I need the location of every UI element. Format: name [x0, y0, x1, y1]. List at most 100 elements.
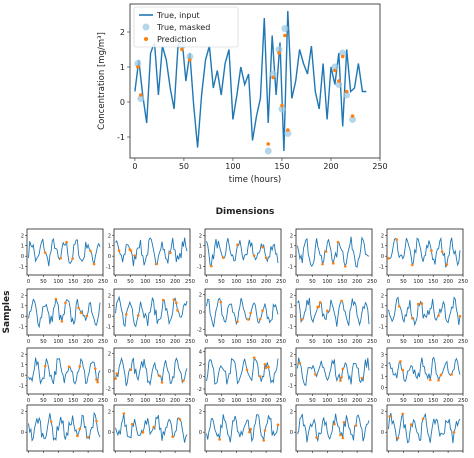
panel-x-tick-label: 200	[261, 398, 271, 404]
panel-y-tick-label: 0	[381, 314, 384, 320]
legend-label: True, masked	[156, 23, 210, 32]
y-tick-label: 0	[120, 98, 125, 107]
panel-prediction-point	[76, 434, 79, 438]
panel-x-tick-label: 200	[443, 398, 453, 404]
panel-prediction-point	[49, 420, 53, 423]
panel-x-tick-label: 150	[155, 279, 165, 285]
panel-y-tick-label: 1	[21, 304, 24, 310]
panel-x-tick-label: 100	[413, 279, 423, 285]
panel-prediction-point	[95, 419, 98, 423]
panel-prediction-point	[92, 262, 96, 266]
sample-panel: 0 50 100 150 200 250 2 1 0 -1	[106, 228, 195, 285]
panel-frame	[386, 288, 464, 336]
panel-prediction-point	[65, 240, 68, 244]
panel-prediction-point	[78, 427, 82, 431]
panel-x-tick-label: 50	[309, 279, 316, 285]
panel-prediction-point	[249, 311, 252, 315]
panel-prediction-point	[117, 249, 121, 252]
panel-y-tick-label: -1	[106, 265, 111, 271]
panel-prediction-point	[452, 430, 456, 434]
x-tick-label: 50	[179, 162, 189, 171]
panel-y-tick-label: 2	[21, 352, 24, 358]
panel-x-tick-label: 0	[387, 398, 390, 404]
masked-point	[349, 116, 357, 123]
masked-point	[343, 91, 351, 99]
x-tick-label: 100	[225, 162, 240, 171]
panel-x-tick-label: 150	[155, 339, 165, 345]
panel-prediction-point	[133, 254, 136, 257]
panel-x-tick-label: 200	[261, 339, 271, 345]
panel-prediction-point	[411, 263, 414, 267]
panel-x-tick-label: 50	[127, 279, 134, 285]
panel-x-tick-label: 200	[352, 339, 362, 345]
panel-y-tick-label: -1	[379, 265, 384, 271]
panel-y-tick-label: 1	[21, 363, 24, 369]
panel-x-tick-label: 0	[205, 279, 208, 285]
panel-prediction-point	[341, 436, 345, 440]
y-tick-label: -1	[117, 133, 125, 142]
x-tick-label: 250	[372, 162, 387, 171]
panel-x-tick-label: 200	[443, 279, 453, 285]
panel-prediction-point	[96, 380, 99, 384]
x-tick-label: 150	[274, 162, 289, 171]
panel-series-line	[388, 236, 461, 268]
panel-y-tick-label: 2	[199, 362, 202, 368]
panel-prediction-point	[331, 261, 335, 265]
panel-prediction-point	[397, 305, 401, 308]
panel-x-tick-label: 250	[367, 339, 377, 345]
panel-prediction-point	[218, 438, 221, 441]
panel-prediction-point	[325, 309, 329, 313]
panel-prediction-point	[245, 368, 249, 372]
panel-prediction-point	[445, 263, 449, 266]
panel-y-tick-label: 2	[290, 293, 293, 299]
panel-y-tick-label: -1	[197, 265, 202, 271]
panel-x-tick-label: 150	[337, 398, 347, 404]
panel-prediction-point	[388, 415, 391, 418]
panel-prediction-point	[71, 257, 74, 260]
panel-prediction-point	[258, 317, 262, 321]
panel-prediction-point	[437, 314, 440, 317]
prediction-point	[280, 103, 284, 108]
panel-series-line	[206, 414, 279, 443]
main-axes-frame	[129, 3, 381, 159]
panel-frame	[26, 228, 104, 276]
legend-swatch-masked	[142, 23, 150, 31]
panel-y-tick-label: 0	[199, 375, 202, 381]
panel-prediction-point	[267, 365, 270, 369]
panel-prediction-point	[428, 378, 432, 382]
panel-x-tick-label: 200	[170, 339, 180, 345]
panel-prediction-point	[395, 238, 399, 241]
prediction-point	[333, 68, 337, 73]
panel-x-tick-label: 200	[352, 279, 362, 285]
masked-point	[281, 25, 289, 32]
masked-point	[284, 130, 292, 137]
panel-prediction-point	[122, 412, 126, 415]
panel-y-tick-label: 2	[199, 409, 202, 415]
panel-prediction-point	[276, 423, 280, 427]
panel-prediction-point	[67, 365, 71, 368]
panel-prediction-point	[314, 372, 317, 376]
sample-panel: 0 50 100 150 200 250 2 1 0 -1	[19, 288, 108, 345]
panel-y-tick-label: 0	[381, 385, 384, 391]
panel-prediction-point	[300, 318, 304, 321]
panel-prediction-point	[354, 424, 358, 427]
prediction-point	[344, 89, 349, 94]
panel-x-tick-label: 150	[68, 398, 78, 404]
panel-prediction-point	[169, 251, 172, 255]
panel-frame	[113, 404, 191, 452]
panel-y-tick-label: 0	[108, 369, 111, 375]
panel-prediction-point	[324, 250, 328, 253]
panel-frame	[204, 347, 282, 395]
masked-point	[264, 147, 272, 155]
panel-prediction-point	[95, 378, 98, 381]
panel-prediction-point	[209, 264, 213, 268]
panel-y-tick-label: 0	[381, 430, 384, 436]
panel-y-tick-label: 0	[290, 430, 293, 436]
panel-x-tick-label: 0	[296, 339, 299, 345]
panel-prediction-point	[420, 302, 424, 305]
panel-prediction-point	[430, 249, 433, 253]
